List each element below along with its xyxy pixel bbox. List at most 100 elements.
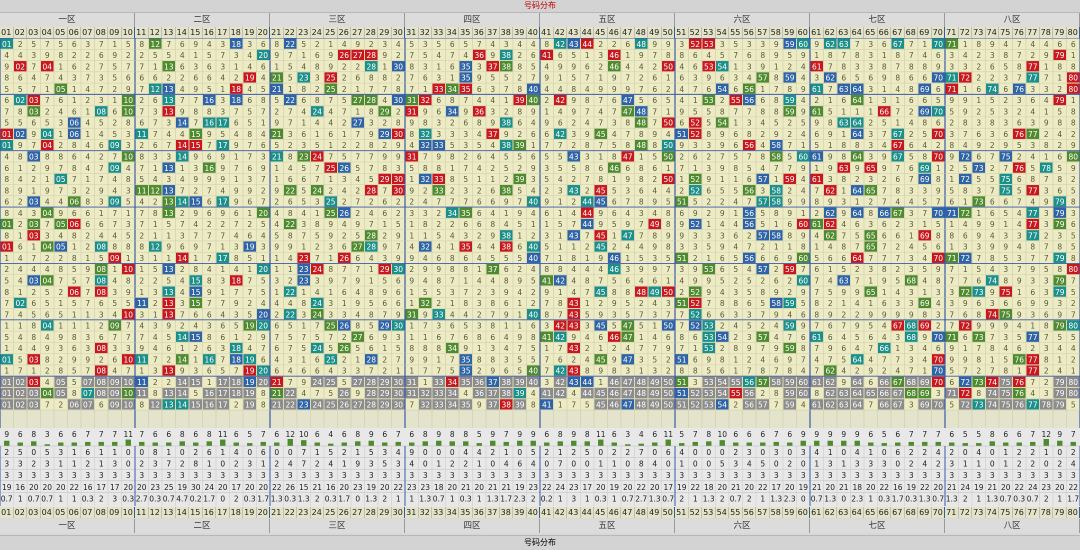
miss-count: 4 xyxy=(477,164,482,173)
miss-count: 1 xyxy=(274,265,279,274)
miss-count: 3 xyxy=(193,164,198,173)
miss-count: 1 xyxy=(774,243,779,252)
miss-count: 6 xyxy=(625,277,630,286)
hit-cell-number: 72 xyxy=(960,288,970,297)
hit-cell-number: 42 xyxy=(555,130,565,139)
miss-count: 1 xyxy=(85,254,90,263)
miss-count: 6 xyxy=(774,277,779,286)
hit-cell-number: 19 xyxy=(245,378,255,387)
miss-count: 5 xyxy=(949,401,954,410)
hit-cell-number: 17 xyxy=(218,254,228,263)
miss-count: 8 xyxy=(922,119,927,128)
miss-count: 2 xyxy=(58,141,63,150)
column-number: 52 xyxy=(689,507,703,518)
miss-count: 6 xyxy=(301,367,306,376)
miss-count: 6 xyxy=(4,198,9,207)
miss-count: 5 xyxy=(436,288,441,297)
hit-cell-number: 26 xyxy=(339,164,349,173)
column-number: 22 xyxy=(284,27,298,38)
miss-count: 8 xyxy=(274,40,279,49)
stat-value: 20 xyxy=(474,483,484,492)
miss-count: 3 xyxy=(693,378,698,387)
miss-count: 6 xyxy=(99,401,104,410)
stat-value: 1.7 xyxy=(257,494,269,503)
hit-cell-number: 56 xyxy=(744,220,754,229)
miss-count: 3 xyxy=(139,254,144,263)
stat-value: 2 xyxy=(4,448,9,457)
miss-count: 9 xyxy=(544,119,549,128)
miss-count: 8 xyxy=(963,186,968,195)
miss-count: 3 xyxy=(747,119,752,128)
hit-cell-number: 75 xyxy=(1001,310,1011,319)
miss-count: 8 xyxy=(18,107,23,116)
miss-count: 8 xyxy=(409,344,414,353)
stat-value: 1 xyxy=(598,460,603,469)
stat-value: 8 xyxy=(193,460,198,469)
stat-value: 1 xyxy=(868,494,873,503)
miss-count: 3 xyxy=(477,322,482,331)
miss-count: 7 xyxy=(315,389,320,398)
miss-count: 6 xyxy=(841,96,846,105)
miss-count: 7 xyxy=(234,367,239,376)
column-number: 45 xyxy=(594,507,608,518)
miss-count: 1 xyxy=(166,254,171,263)
miss-count: 1 xyxy=(558,288,563,297)
occurrence-bar xyxy=(477,443,482,446)
miss-count: 6 xyxy=(922,96,927,105)
miss-count: 5 xyxy=(247,254,252,263)
miss-count: 7 xyxy=(841,322,846,331)
miss-count: 2 xyxy=(58,288,63,297)
miss-count: 5 xyxy=(490,254,495,263)
miss-count: 3 xyxy=(315,277,320,286)
stat-value: 1 xyxy=(558,494,563,503)
occurrence-count: 6 xyxy=(18,430,23,439)
column-number: 58 xyxy=(770,27,784,38)
stat-value: 2 xyxy=(1030,448,1035,457)
miss-count: 8 xyxy=(517,107,522,116)
column-number: 49 xyxy=(648,507,662,518)
miss-count: 2 xyxy=(990,164,995,173)
miss-count: 1 xyxy=(423,378,428,387)
miss-count: 5 xyxy=(531,277,536,286)
hit-cell-number: 18 xyxy=(231,40,241,49)
miss-count: 5 xyxy=(139,175,144,184)
stat-value: 0 xyxy=(841,448,846,457)
occurrence-count: 5 xyxy=(976,430,981,439)
stat-value: 9 xyxy=(355,460,360,469)
miss-count: 5 xyxy=(58,40,63,49)
miss-count: 3 xyxy=(180,231,185,240)
miss-count: 1 xyxy=(936,164,941,173)
stat-value: 0 xyxy=(841,494,846,503)
stat-value: 3 xyxy=(18,460,23,469)
hit-cell-number: 32 xyxy=(420,389,430,398)
miss-count: 1 xyxy=(517,231,522,240)
hit-cell-number: 63 xyxy=(839,401,849,410)
miss-count: 1 xyxy=(112,96,117,105)
miss-count: 2 xyxy=(153,277,158,286)
column-number: 66 xyxy=(878,27,892,38)
hit-cell-number: 67 xyxy=(893,322,903,331)
miss-count: 6 xyxy=(963,333,968,342)
miss-count: 8 xyxy=(895,186,900,195)
miss-count: 5 xyxy=(855,231,860,240)
miss-count: 9 xyxy=(1044,198,1049,207)
miss-count: 4 xyxy=(153,333,158,342)
miss-count: 9 xyxy=(612,299,617,308)
miss-count: 7 xyxy=(504,85,509,94)
hit-cell-number: 20 xyxy=(258,322,268,331)
stat-value: 0 xyxy=(585,460,590,469)
miss-count: 5 xyxy=(558,153,563,162)
stat-value: 2 xyxy=(85,460,90,469)
miss-count: 7 xyxy=(828,62,833,71)
stat-value: 20 xyxy=(339,483,349,492)
miss-count: 1 xyxy=(301,322,306,331)
miss-count: 9 xyxy=(949,344,954,353)
miss-count: 5 xyxy=(342,378,347,387)
stat-value: 0 xyxy=(882,448,887,457)
hit-cell-number: 34 xyxy=(447,85,457,94)
miss-count: 9 xyxy=(1057,310,1062,319)
miss-count: 8 xyxy=(45,355,50,364)
stat-value: 2 xyxy=(490,448,495,457)
miss-count: 6 xyxy=(382,299,387,308)
hit-cell-number: 22 xyxy=(285,310,295,319)
